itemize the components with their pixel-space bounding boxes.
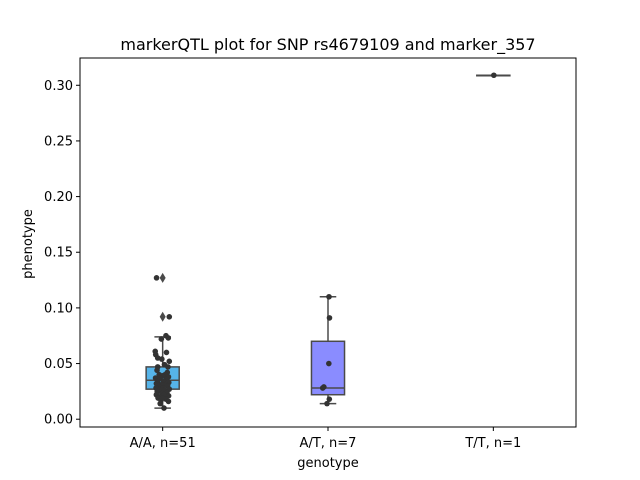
- data-point: [326, 293, 332, 300]
- data-point: [166, 314, 173, 320]
- data-point: [159, 356, 165, 362]
- y-tick-label: 0.20: [44, 190, 73, 205]
- data-point: [326, 315, 333, 321]
- y-tick-label: 0.05: [44, 357, 73, 372]
- data-point: [165, 335, 172, 341]
- box-group: [145, 272, 180, 411]
- data-point: [158, 336, 165, 342]
- plot-area: [145, 72, 511, 411]
- chart-title: markerQTL plot for SNP rs4679109 and mar…: [120, 35, 535, 55]
- data-point: [163, 349, 170, 356]
- y-axis-label: phenotype: [21, 209, 36, 279]
- data-point: [159, 395, 166, 401]
- y-tick-label: 0.15: [44, 246, 73, 261]
- y-tick-label: 0.30: [44, 79, 73, 94]
- outlier-marker: [159, 272, 166, 283]
- data-point: [321, 384, 327, 390]
- y-tick-label: 0.25: [44, 134, 73, 149]
- data-point: [165, 364, 171, 370]
- outlier-marker: [159, 311, 166, 322]
- x-axis: A/A, n=51 A/T, n=7 T/T, n=1: [130, 427, 521, 451]
- data-point: [324, 400, 330, 407]
- x-tick-label: A/A, n=51: [130, 436, 196, 451]
- data-point: [157, 400, 163, 407]
- x-tick-label: T/T, n=1: [464, 436, 521, 451]
- data-point: [326, 396, 333, 402]
- box-group: [310, 293, 346, 407]
- data-point: [326, 360, 332, 367]
- data-point: [153, 275, 160, 281]
- data-point: [491, 72, 497, 79]
- data-point: [154, 367, 160, 374]
- box-group: [476, 72, 511, 79]
- y-tick-label: 0.10: [44, 301, 73, 316]
- x-axis-label: genotype: [297, 456, 358, 471]
- x-tick-label: A/T, n=7: [300, 436, 357, 451]
- data-point: [166, 358, 173, 365]
- y-tick-label: 0.00: [44, 413, 73, 428]
- data-point: [165, 398, 172, 405]
- box: [310, 340, 346, 396]
- data-point: [161, 405, 167, 411]
- y-axis: 0.00 0.05 0.10 0.15 0.20 0.25 0.30: [44, 79, 80, 428]
